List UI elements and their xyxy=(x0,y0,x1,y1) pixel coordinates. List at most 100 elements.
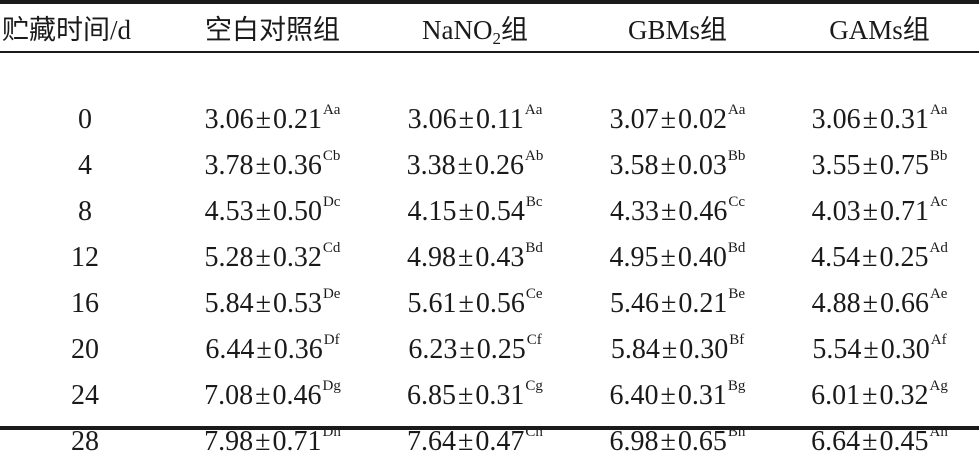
significance-letters: Ab xyxy=(525,148,544,164)
mean-value: 6.85 xyxy=(407,380,457,411)
sd-value: 0.53 xyxy=(272,288,322,319)
sd-value: 0.36 xyxy=(273,334,323,365)
sd-value: 0.47 xyxy=(475,426,525,457)
mean-value: 7.08 xyxy=(204,380,254,411)
storage-time-cell: 20 xyxy=(71,334,99,365)
mean-value: 6.01 xyxy=(811,380,861,411)
significance-letters: Bc xyxy=(525,194,543,210)
sd-value: 0.66 xyxy=(879,288,929,319)
sd-value: 0.75 xyxy=(879,150,929,181)
sd-value: 0.21 xyxy=(678,288,728,319)
sd-value: 0.25 xyxy=(476,334,526,365)
sd-value: 0.31 xyxy=(475,380,525,411)
storage-time-cell: 4 xyxy=(78,150,92,181)
mean-value: 5.28 xyxy=(204,242,254,273)
plus-minus-symbol: ± xyxy=(660,150,676,181)
significance-letters: Cg xyxy=(525,378,543,394)
sd-value: 0.32 xyxy=(272,242,322,273)
plus-minus-symbol: ± xyxy=(458,380,474,411)
significance-letters: Bh xyxy=(727,424,746,440)
mean-value: 5.61 xyxy=(407,288,457,319)
plus-minus-symbol: ± xyxy=(255,104,271,135)
table-top-rule xyxy=(0,0,979,4)
plus-minus-symbol: ± xyxy=(457,150,474,181)
header-nano2-subscript: 2 xyxy=(492,29,501,48)
value-cell: 3.38±0.26Ab xyxy=(375,143,575,189)
mean-value: 4.53 xyxy=(204,196,254,227)
value-cell: 5.28±0.32Cd xyxy=(170,235,375,281)
value-cell: 3.78±0.36Cb xyxy=(170,143,375,189)
mean-value: 3.06 xyxy=(204,104,254,135)
plus-minus-symbol: ± xyxy=(458,196,474,227)
plus-minus-symbol: ± xyxy=(862,426,878,457)
value-cell: 3.55±0.75Bb xyxy=(780,143,979,189)
value-cell: 6.64±0.45Ah xyxy=(780,419,979,465)
sd-value: 0.25 xyxy=(879,242,929,273)
storage-time-cell: 8 xyxy=(78,196,92,227)
significance-letters: Aa xyxy=(322,102,341,118)
significance-letters: Cc xyxy=(728,194,746,210)
sd-value: 0.30 xyxy=(880,334,930,365)
table-header-row: 贮藏时间/d 空白对照组 NaNO2组 GBMs组 GAMs组 xyxy=(0,4,979,51)
value-cell: 3.07±0.02Aa xyxy=(575,97,780,143)
plus-minus-symbol: ± xyxy=(255,426,271,457)
storage-time-cell: 28 xyxy=(71,426,99,457)
mean-value: 3.06 xyxy=(811,104,861,135)
table-row: 16 5.84±0.53De 5.61±0.56Ce 5.46±0.21Be 4.88±… xyxy=(0,281,979,327)
data-table: 贮藏时间/d 空白对照组 NaNO2组 GBMs组 GAMs组 0 3.06±0.… xyxy=(0,4,979,465)
plus-minus-symbol: ± xyxy=(459,334,475,365)
value-cell: 4.53±0.50Dc xyxy=(170,189,375,235)
table-row: 28 7.98±0.71Dh 7.64±0.47Ch 6.98±0.65Bh 6.64±… xyxy=(0,419,979,465)
significance-letters: Bd xyxy=(525,240,543,256)
plus-minus-symbol: ± xyxy=(255,380,271,411)
significance-letters: Bg xyxy=(727,378,746,394)
value-cell: 4.88±0.66Ae xyxy=(780,281,979,327)
sd-value: 0.02 xyxy=(677,104,727,135)
mean-value: 4.33 xyxy=(609,196,659,227)
significance-letters: Ad xyxy=(929,240,948,256)
plus-minus-symbol: ± xyxy=(660,242,676,273)
sd-value: 0.40 xyxy=(677,242,727,273)
mean-value: 6.23 xyxy=(408,334,458,365)
value-cell: 4.15±0.54Bc xyxy=(375,189,575,235)
significance-letters: Aa xyxy=(727,102,746,118)
significance-letters: Dh xyxy=(322,424,341,440)
sd-value: 0.26 xyxy=(475,150,525,181)
sd-value: 0.54 xyxy=(475,196,525,227)
mean-value: 4.98 xyxy=(407,242,457,273)
mean-value: 4.95 xyxy=(609,242,659,273)
plus-minus-symbol: ± xyxy=(255,196,271,227)
sd-value: 0.46 xyxy=(678,196,728,227)
sd-value: 0.65 xyxy=(677,426,727,457)
significance-letters: Aa xyxy=(524,102,543,118)
table-bottom-rule xyxy=(0,426,979,430)
value-cell: 7.64±0.47Ch xyxy=(375,419,575,465)
significance-letters: Df xyxy=(323,332,340,348)
plus-minus-symbol: ± xyxy=(661,334,678,365)
mean-value: 5.46 xyxy=(609,288,659,319)
storage-time-cell: 12 xyxy=(71,242,99,273)
sd-value: 0.32 xyxy=(879,380,929,411)
plus-minus-symbol: ± xyxy=(256,334,272,365)
significance-letters: Ae xyxy=(929,286,948,302)
plus-minus-symbol: ± xyxy=(255,288,271,319)
significance-letters: Ah xyxy=(929,424,948,440)
sd-value: 0.50 xyxy=(272,196,322,227)
value-cell: 6.44±0.36Df xyxy=(170,327,375,373)
significance-letters: Ce xyxy=(525,286,543,302)
plus-minus-symbol: ± xyxy=(458,242,474,273)
storage-time-cell: 16 xyxy=(71,288,99,319)
plus-minus-symbol: ± xyxy=(660,426,676,457)
value-cell: 6.40±0.31Bg xyxy=(575,373,780,419)
header-gbms-group: GBMs组 xyxy=(627,15,728,45)
value-cell: 4.95±0.40Bd xyxy=(575,235,780,281)
value-cell: 4.03±0.71Ac xyxy=(780,189,979,235)
mean-value: 3.58 xyxy=(609,150,659,181)
significance-letters: De xyxy=(322,286,341,302)
value-cell: 5.46±0.21Be xyxy=(575,281,780,327)
plus-minus-symbol: ± xyxy=(862,196,878,227)
table-body: 0 3.06±0.21Aa 3.06±0.11Aa 3.07±0.02Aa 3.06±0… xyxy=(0,51,979,465)
significance-letters: Dg xyxy=(322,378,341,394)
header-blank-control: 空白对照组 xyxy=(205,15,340,45)
